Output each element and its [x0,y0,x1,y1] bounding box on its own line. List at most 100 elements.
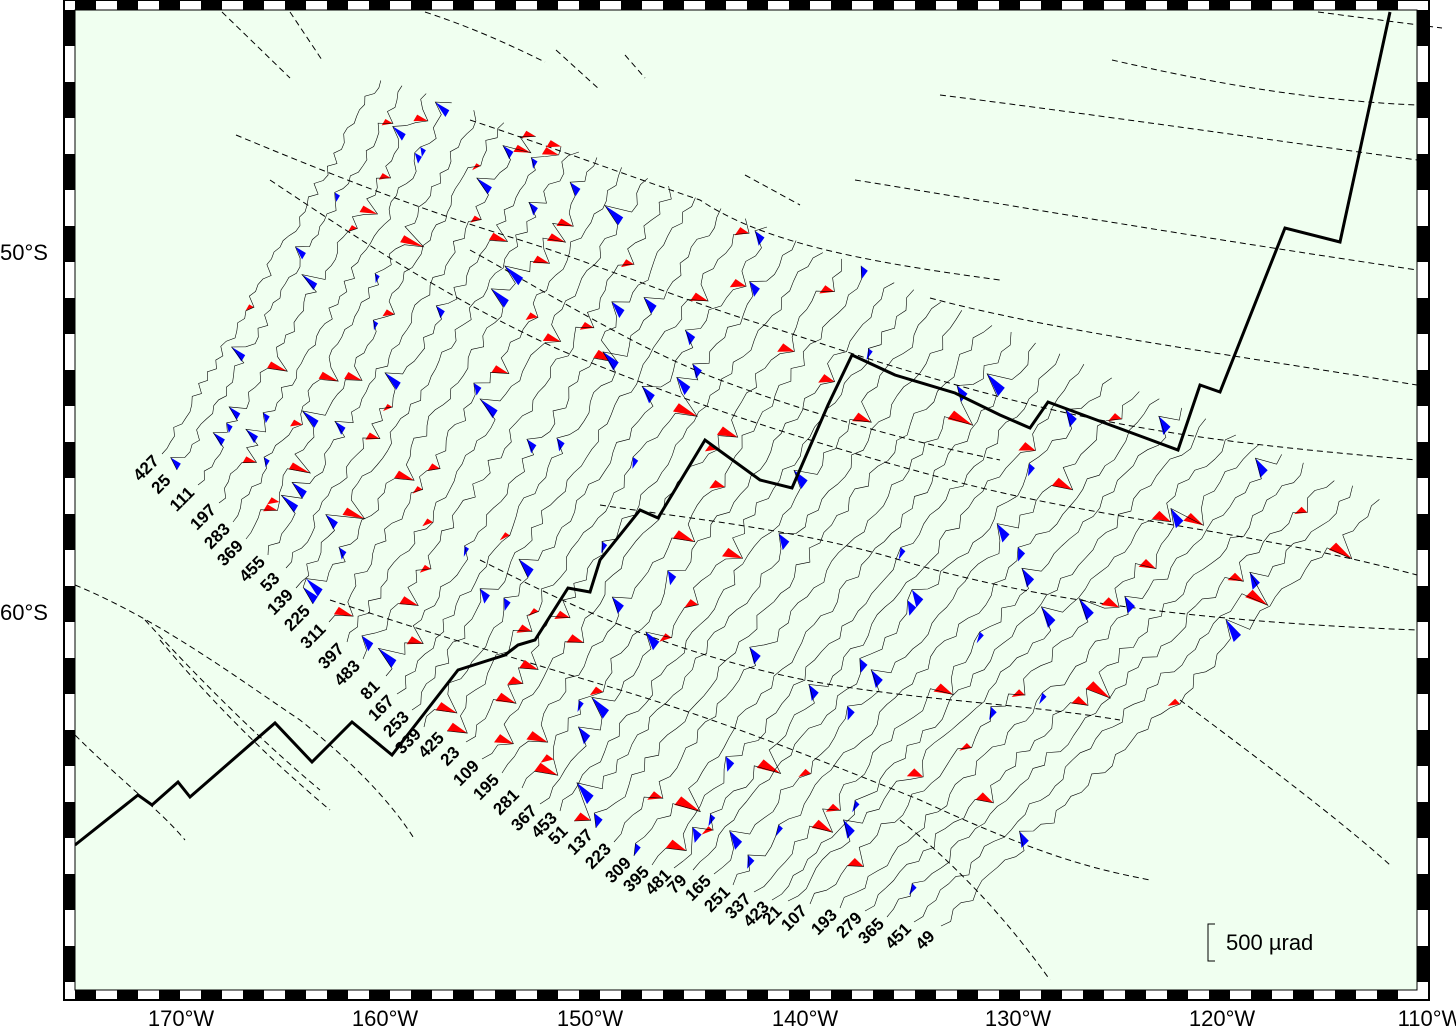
negative-anomaly-fill [907,600,917,616]
negative-anomaly-fill [708,813,716,827]
negative-anomaly-fill [473,383,482,396]
profile-trace [423,226,768,728]
scale-bar-label: 500 µrad [1226,930,1313,955]
frame-segment [1041,1,1062,10]
negative-anomaly-fill [1028,463,1035,477]
frame-segment [65,766,75,802]
frame-segment [1417,118,1428,154]
positive-anomaly-fill [382,309,395,317]
positive-anomaly-fill [489,232,508,242]
frame-segment [222,990,243,999]
profile-trace [245,122,505,540]
frame-segment [65,226,75,262]
profile-trace [521,282,895,789]
frame-segment [768,1,789,10]
frame-segment [1417,46,1428,82]
frame-segment [621,1,642,10]
frame-segment [789,990,810,999]
x-tick-label: 170°W [148,1006,215,1031]
frame-segment [1417,838,1428,874]
frame-segment [65,442,75,478]
negative-anomaly-fill [414,152,422,164]
frame-segment [138,990,159,999]
frame-segment [1104,1,1125,10]
frame-segment [1167,990,1188,999]
positive-anomaly-fill [290,419,303,427]
positive-anomaly-fill [263,504,278,512]
positive-anomaly-fill [566,634,584,643]
profile-trace [465,252,824,743]
positive-anomaly-fill [245,304,254,311]
negative-anomaly-fill [528,202,538,216]
negative-anomaly-fill [361,635,374,652]
negative-anomaly-fill [1021,568,1035,588]
y-tick-label: 60°S [0,600,48,625]
negative-anomaly-fill [295,246,306,260]
frame-segment [432,990,453,999]
positive-anomaly-fill [534,762,558,776]
negative-anomaly-fill [1158,416,1171,435]
frame-segment [1417,406,1428,442]
frame-segment [852,1,873,10]
positive-anomaly-fill [674,796,701,812]
map-frame [63,0,1430,1001]
positive-anomaly-fill [267,497,280,505]
profile-trace [361,185,672,660]
negative-anomaly-fill [531,157,538,169]
negative-anomaly-fill [1018,547,1026,562]
frame-segment [1417,586,1428,622]
frame-segment [474,1,495,10]
frame-segment [1104,990,1125,999]
positive-anomaly-fill [541,147,559,155]
frame-segment [65,298,75,334]
negative-anomaly-fill [779,533,790,551]
frame-segment [1417,622,1428,658]
frame-segment [495,1,516,10]
positive-anomaly-fill [1051,477,1073,490]
profile-trace [633,342,1036,857]
frame-segment [65,694,75,730]
negative-anomaly-fill [245,429,258,444]
negative-anomaly-fill [480,399,498,419]
positive-anomaly-fill [348,225,358,232]
frame-segment [726,990,747,999]
positive-anomaly-fill [288,462,311,474]
negative-anomaly-fill [476,178,492,195]
frame-segment [180,1,201,10]
positive-anomaly-fill [811,819,833,833]
profile-trace [377,197,696,677]
frame-segment [894,1,915,10]
frame-segment [558,1,579,10]
profile-trace [161,80,382,455]
negative-anomaly-fill [1170,508,1184,529]
profile-trace [218,101,452,504]
map-inner-border [74,9,1418,991]
frame-segment [1209,1,1230,10]
negative-anomaly-fill [898,547,906,560]
negative-anomaly-fill [976,631,984,644]
positive-anomaly-fill [589,686,604,696]
frame-segment [432,1,453,10]
frame-segment [642,1,663,10]
frame-segment [1125,1,1146,10]
negative-anomaly-fill [634,843,641,856]
negative-anomaly-fill [375,273,380,284]
negative-anomaly-fill [847,706,855,721]
frame-segment [1398,1,1417,10]
frame-segment [831,1,852,10]
x-tick-label: 150°W [557,1006,624,1031]
profile-trace [170,85,403,471]
frame-segment [1398,990,1417,999]
frame-segment [348,990,369,999]
negative-anomaly-fill [749,647,761,665]
negative-anomaly-fill [306,578,323,597]
positive-anomaly-fill [419,564,431,573]
negative-anomaly-fill [843,819,855,839]
negative-anomaly-fill [229,406,241,420]
frame-segment [1062,1,1083,10]
frame-segment [1230,1,1251,10]
frame-segment [1209,990,1230,999]
positive-anomaly-fill [547,233,566,243]
positive-anomaly-fill [709,480,725,489]
frame-segment [65,622,75,658]
